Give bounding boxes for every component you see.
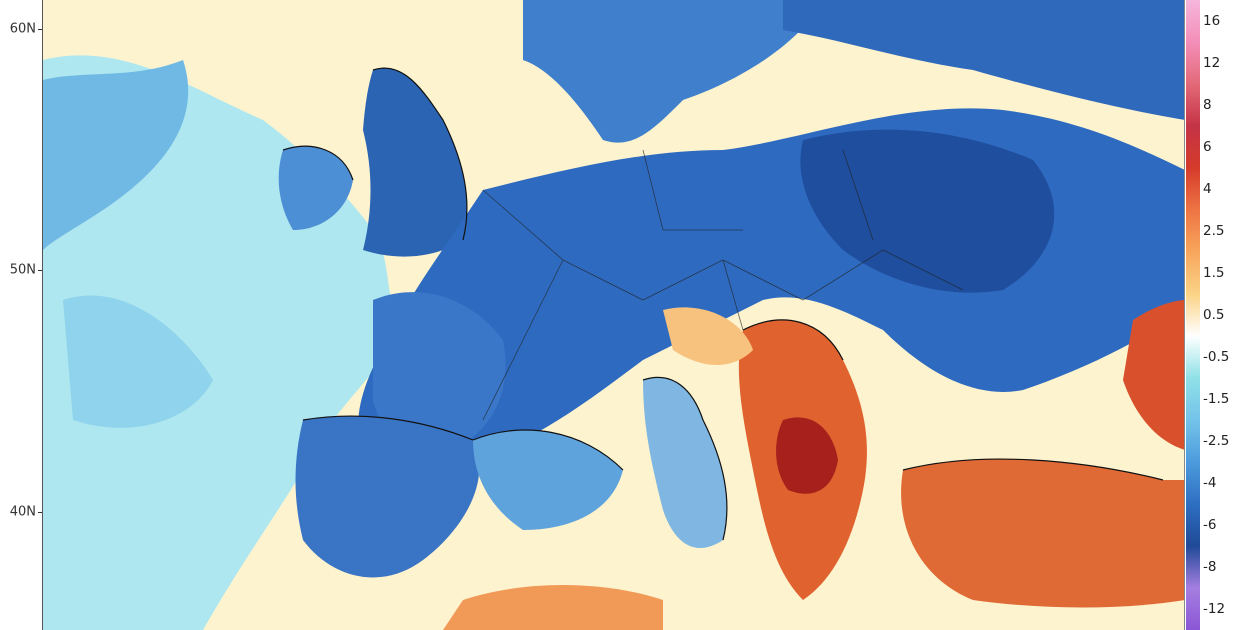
legend-label: -8 [1203, 559, 1217, 575]
coastline-outline [282, 67, 1164, 541]
adriatic-warm [663, 307, 753, 365]
latitude-axis: 60N 50N 40N [0, 0, 42, 630]
legend-swatch [1186, 336, 1200, 378]
legend-row: -8 [1185, 546, 1250, 588]
ireland-cold [278, 146, 353, 230]
scandinavia-cold [523, 0, 823, 143]
legend-label: 1.5 [1203, 265, 1225, 281]
black-sea-east-warm [1123, 300, 1185, 450]
legend-label: -0.5 [1203, 349, 1230, 365]
atlantic-cold-streak [43, 60, 189, 250]
legend-swatch [1186, 210, 1200, 252]
legend-swatch [1186, 42, 1200, 84]
legend-label: 6 [1203, 139, 1212, 155]
legend-swatch [1186, 168, 1200, 210]
legend-swatch [1186, 546, 1200, 588]
legend-label: -6 [1203, 517, 1217, 533]
legend-swatch [1186, 378, 1200, 420]
legend-label: -12 [1203, 601, 1226, 617]
legend-label: 16 [1203, 13, 1221, 29]
legend-row: 6 [1185, 126, 1250, 168]
legend-row: 12 [1185, 42, 1250, 84]
color-legend: 16 12 8 6 4 2.5 1.5 0.5 -0.5 -1.5 -2.5 -4 -6 -8 -12 [1184, 0, 1250, 630]
balkans-hot-core [776, 417, 838, 494]
atlantic-cold-patch [63, 295, 213, 428]
eastern-europe-deep-cold [800, 129, 1055, 293]
legend-label: 0.5 [1203, 307, 1225, 323]
legend-row: -4 [1185, 462, 1250, 504]
legend-row: -6 [1185, 504, 1250, 546]
legend-label: 2.5 [1203, 223, 1225, 239]
france-cold [373, 292, 506, 453]
turkey-warm [901, 459, 1185, 608]
legend-label: 8 [1203, 97, 1212, 113]
legend-row: -12 [1185, 588, 1250, 630]
britain-cold [363, 68, 467, 257]
western-med-cold [473, 430, 623, 530]
legend-row: -2.5 [1185, 420, 1250, 462]
legend-swatch [1186, 294, 1200, 336]
legend-row: 8 [1185, 84, 1250, 126]
lat-tick-50n [38, 270, 42, 271]
legend-row: 0.5 [1185, 294, 1250, 336]
legend-label: -2.5 [1203, 433, 1230, 449]
legend-row: -0.5 [1185, 336, 1250, 378]
legend-row: 16 [1185, 0, 1250, 42]
legend-label: -4 [1203, 475, 1217, 491]
north-africa-warm [443, 585, 663, 630]
lat-label-40n: 40N [9, 504, 36, 520]
legend-swatch [1186, 504, 1200, 546]
italy-warm [643, 377, 727, 549]
legend-label: 12 [1203, 55, 1221, 71]
lat-label-60n: 60N [9, 21, 36, 37]
legend-label: -1.5 [1203, 391, 1230, 407]
lat-tick-40n [38, 512, 42, 513]
legend-row: 4 [1185, 168, 1250, 210]
legend-swatch [1186, 420, 1200, 462]
legend-row: -1.5 [1185, 378, 1250, 420]
country-borders [482, 149, 964, 421]
iberia-cold [295, 416, 480, 578]
legend-swatch [1186, 84, 1200, 126]
legend-swatch [1186, 126, 1200, 168]
legend-row: 1.5 [1185, 252, 1250, 294]
legend-row: 2.5 [1185, 210, 1250, 252]
sweden-finland-cold [783, 0, 1185, 120]
legend-label: 4 [1203, 181, 1212, 197]
lat-label-50n: 50N [9, 262, 36, 278]
legend-swatch [1186, 252, 1200, 294]
legend-swatch [1186, 462, 1200, 504]
anomaly-map [42, 0, 1185, 630]
lat-tick-60n [38, 29, 42, 30]
legend-swatch [1186, 588, 1200, 630]
legend-swatch [1186, 0, 1200, 42]
